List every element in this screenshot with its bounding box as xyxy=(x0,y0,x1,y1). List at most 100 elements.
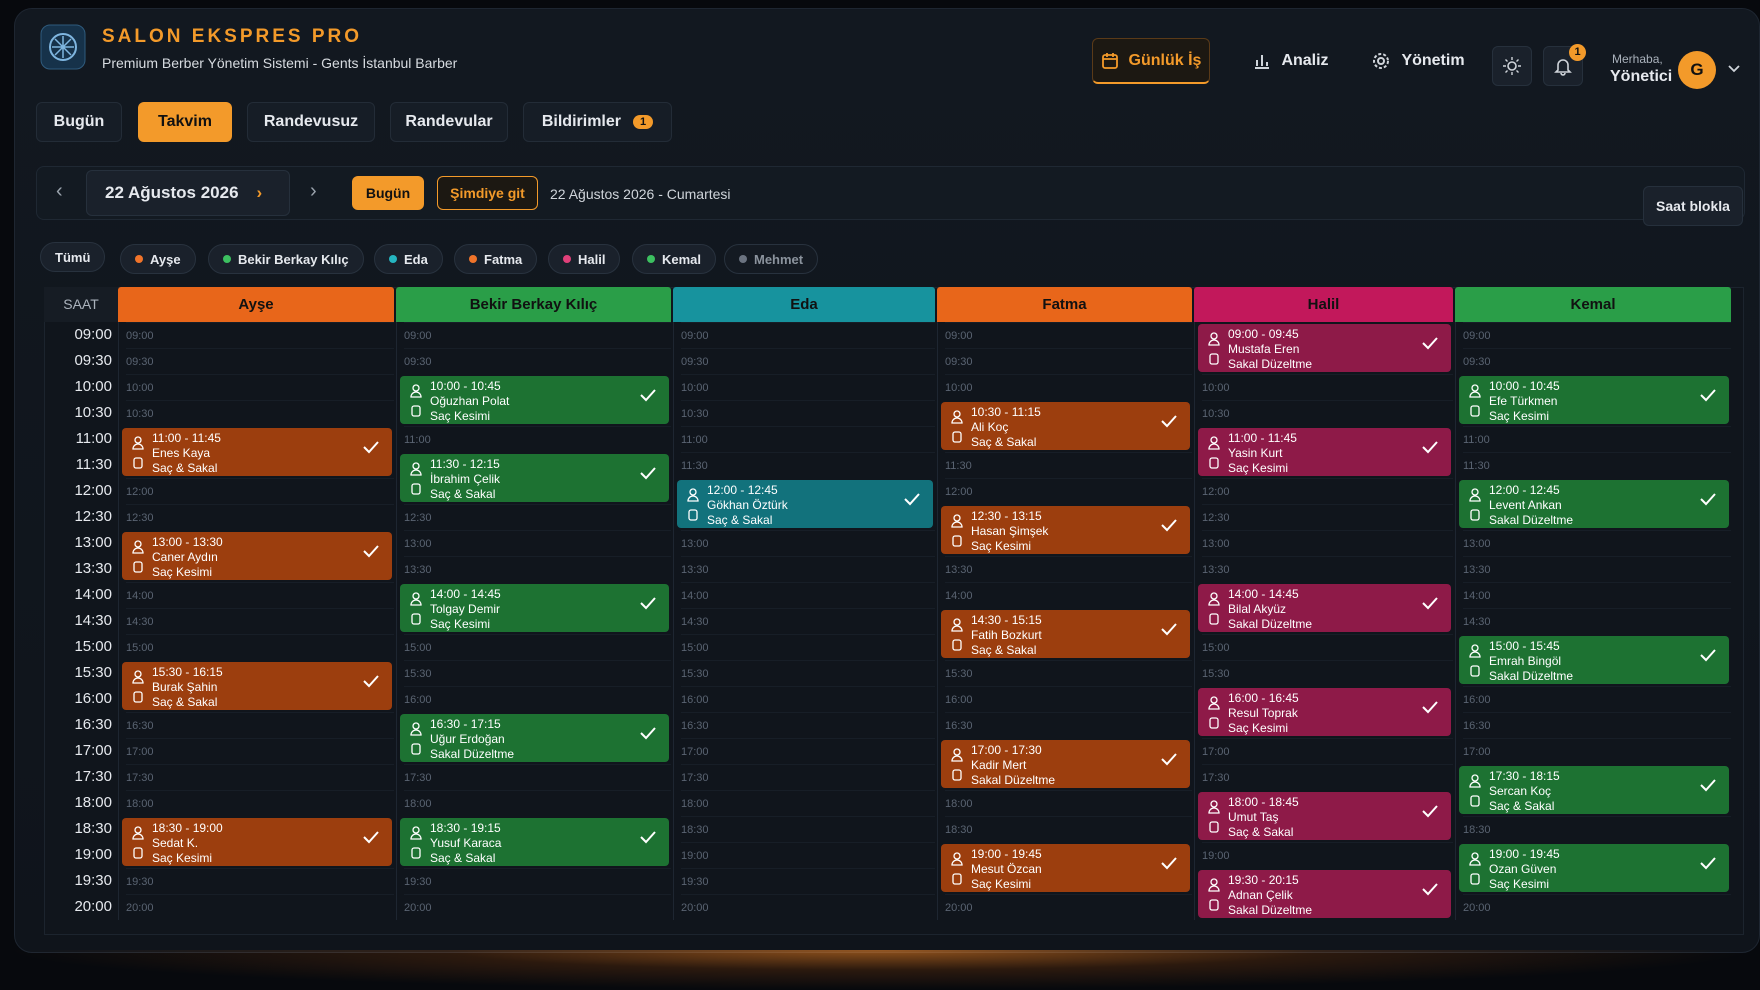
avatar[interactable]: G xyxy=(1678,51,1716,89)
appointment[interactable]: 11:00 - 11:45 Yasin Kurt Saç Kesimi xyxy=(1198,428,1451,476)
filter-chip[interactable]: Eda xyxy=(374,244,443,274)
appointment[interactable]: 13:00 - 13:30 Caner Aydın Saç Kesimi xyxy=(122,532,392,580)
appointment[interactable]: 09:00 - 09:45 Mustafa Eren Sakal Düzeltme xyxy=(1198,324,1451,372)
slot-label: 20:00 xyxy=(681,894,935,920)
appointment[interactable]: 15:30 - 16:15 Burak Şahin Saç & Sakal xyxy=(122,662,392,710)
filter-chip[interactable]: Ayşe xyxy=(120,244,196,274)
appointment-service: Sakal Düzeltme xyxy=(1228,617,1313,631)
appointment[interactable]: 19:30 - 20:15 Adnan Çelik Sakal Düzeltme xyxy=(1198,870,1451,918)
appointment-customer: Emrah Bingöl xyxy=(1489,654,1562,668)
slot-label: 11:30 xyxy=(945,452,1192,478)
appointment[interactable]: 18:30 - 19:15 Yusuf Karaca Saç & Sakal xyxy=(400,818,669,866)
appointment-icons xyxy=(1208,800,1220,833)
date-picker[interactable]: 22 Ağustos 2026 › xyxy=(86,170,290,216)
confirmed-check xyxy=(1161,857,1177,870)
appointment-service: Saç & Sakal xyxy=(152,695,218,709)
slot-label: 17:30 xyxy=(1202,764,1453,790)
slot-label: 15:30 xyxy=(1202,660,1453,686)
chart-icon xyxy=(1255,55,1270,69)
notifications[interactable] xyxy=(1543,46,1583,86)
column-header: Kemal xyxy=(1455,287,1731,322)
filter-chip[interactable]: Tümü xyxy=(40,242,106,272)
appointment[interactable]: 14:00 - 14:45 Bilal Akyüz Sakal Düzeltme xyxy=(1198,584,1451,632)
slot-label: 15:00 xyxy=(681,634,935,660)
prev-button[interactable]: ‹ xyxy=(56,180,63,202)
appointment[interactable]: 16:30 - 17:15 Uğur Erdoğan Sakal Düzeltme xyxy=(400,714,669,762)
slot-label: 16:00 xyxy=(945,686,1192,712)
appointment[interactable]: 17:30 - 18:15 Sercan Koç Saç & Sakal xyxy=(1459,766,1729,814)
appointment[interactable]: 18:30 - 19:00 Sedat K. Saç Kesimi xyxy=(122,818,392,866)
appointment-icons xyxy=(132,540,144,573)
time-label: 15:30 xyxy=(74,664,112,681)
block-hour-button[interactable]: Saat blokla xyxy=(1643,186,1743,226)
slot-label: 15:30 xyxy=(681,660,935,686)
now-button[interactable]: Şimdiye git xyxy=(437,176,538,210)
slot-label: 20:00 xyxy=(126,894,394,920)
nav-button[interactable]: Yönetim xyxy=(1356,38,1480,84)
appointment[interactable]: 11:30 - 12:15 İbrahim Çelik Saç & Sakal xyxy=(400,454,669,502)
appointment[interactable]: 10:30 - 11:15 Ali Koç Saç & Sakal xyxy=(941,402,1190,450)
column-divider xyxy=(118,322,119,920)
slot-label: 09:00 xyxy=(126,322,394,348)
filter-chip[interactable]: Kemal xyxy=(632,244,717,274)
appointment[interactable]: 12:30 - 13:15 Hasan Şimşek Saç Kesimi xyxy=(941,506,1190,554)
appointment[interactable]: 10:00 - 10:45 Efe Türkmen Saç Kesimi xyxy=(1459,376,1729,424)
today-button[interactable]: Bugün xyxy=(352,176,424,210)
tab[interactable]: Bugün xyxy=(36,102,122,142)
tab[interactable]: Bildirimler 1 xyxy=(523,102,672,142)
tab-label: Bugün xyxy=(53,113,105,130)
appointment[interactable]: 16:00 - 16:45 Resul Toprak Saç Kesimi xyxy=(1198,688,1451,736)
slot-label: 16:30 xyxy=(681,712,935,738)
appointment-customer: Ali Koç xyxy=(971,420,1009,434)
time-label: 20:00 xyxy=(74,898,112,915)
appointment[interactable]: 18:00 - 18:45 Umut Taş Saç & Sakal xyxy=(1198,792,1451,840)
appointment[interactable]: 19:00 - 19:45 Mesut Özcan Saç Kesimi xyxy=(941,844,1190,892)
time-label: 16:30 xyxy=(74,716,112,733)
filter-chip[interactable]: Halil xyxy=(548,244,621,274)
appointment-icons xyxy=(1208,696,1220,729)
next-button[interactable]: › xyxy=(310,180,317,202)
filter-chip[interactable]: Bekir Berkay Kılıç xyxy=(208,244,364,274)
filter-label: Eda xyxy=(404,251,428,267)
column-header: Ayşe xyxy=(118,287,394,322)
appointment[interactable]: 10:00 - 10:45 Oğuzhan Polat Saç Kesimi xyxy=(400,376,669,424)
slot-label: 12:00 xyxy=(945,478,1192,504)
slot-label: 09:00 xyxy=(681,322,935,348)
appointment[interactable]: 12:00 - 12:45 Gökhan Öztürk Saç & Sakal xyxy=(677,480,933,528)
theme-toggle[interactable] xyxy=(1492,46,1532,86)
filter-dot xyxy=(223,255,231,263)
appointment-time: 19:00 - 19:45 xyxy=(971,847,1042,861)
filter-chip[interactable]: Mehmet xyxy=(724,244,819,274)
tab[interactable]: Takvim xyxy=(138,102,232,142)
slot-label: 15:00 xyxy=(126,634,394,660)
appointment-customer: Tolgay Demir xyxy=(430,602,501,616)
slot-label: 11:30 xyxy=(1463,452,1731,478)
appointment[interactable]: 15:00 - 15:45 Emrah Bingöl Sakal Düzeltme xyxy=(1459,636,1729,684)
slot-label: 11:30 xyxy=(681,452,935,478)
appointment-icons xyxy=(410,826,422,859)
appointment[interactable]: 14:30 - 15:15 Fatih Bozkurt Saç & Sakal xyxy=(941,610,1190,658)
tab[interactable]: Randevular xyxy=(390,102,508,142)
filter-dot xyxy=(563,255,571,263)
appointment[interactable]: 19:00 - 19:45 Ozan Güven Saç Kesimi xyxy=(1459,844,1729,892)
appointment[interactable]: 14:00 - 14:45 Tolgay Demir Saç Kesimi xyxy=(400,584,669,632)
appointment[interactable]: 11:00 - 11:45 Enes Kaya Saç & Sakal xyxy=(122,428,392,476)
nav-button[interactable]: Günlük İş xyxy=(1092,38,1210,84)
appointment-time: 19:30 - 20:15 xyxy=(1228,873,1299,887)
appointment-customer: Levent Ankan xyxy=(1489,498,1562,512)
appointment-customer: Enes Kaya xyxy=(152,446,211,460)
tab[interactable]: Randevusuz xyxy=(247,102,375,142)
filter-chip[interactable]: Fatma xyxy=(454,244,538,274)
user-name: Yönetici xyxy=(1610,68,1673,85)
appointment[interactable]: 12:00 - 12:45 Levent Ankan Sakal Düzeltme xyxy=(1459,480,1729,528)
nav-button[interactable]: Analiz xyxy=(1236,38,1346,84)
appointment[interactable]: 17:00 - 17:30 Kadir Mert Sakal Düzeltme xyxy=(941,740,1190,788)
user-menu-chevron[interactable] xyxy=(1727,64,1741,74)
brand: SALON EKSPRES PRO xyxy=(102,26,363,47)
time-label: 12:30 xyxy=(74,508,112,525)
appointment-time: 11:30 - 12:15 xyxy=(430,457,500,471)
appointment-icons xyxy=(951,748,963,781)
confirmed-check xyxy=(1161,623,1177,636)
appointment-time: 19:00 - 19:45 xyxy=(1489,847,1560,861)
